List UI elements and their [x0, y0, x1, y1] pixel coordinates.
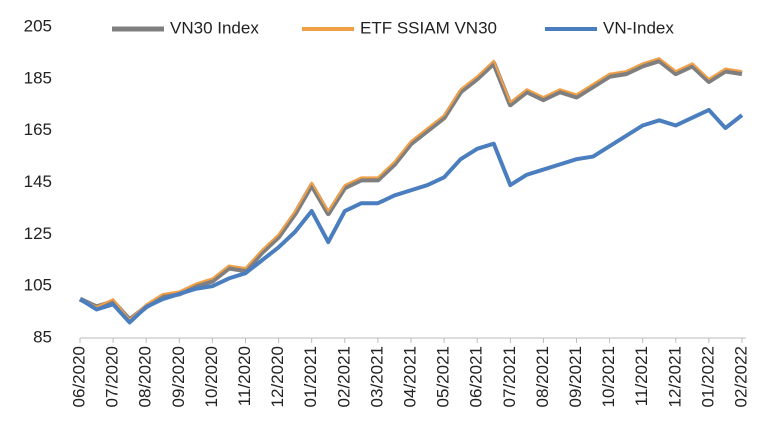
y-tick-label: 205 [24, 16, 52, 35]
x-tick-label: 06/2020 [69, 346, 88, 407]
y-tick-label: 105 [24, 276, 52, 295]
x-tick-label: 12/2021 [665, 346, 684, 407]
x-tick-label: 02/2021 [334, 346, 353, 407]
x-tick-label: 11/2020 [235, 346, 254, 406]
x-tick-label: 08/2021 [533, 346, 552, 407]
legend-label: VN-Index [603, 18, 674, 37]
x-tick-label: 03/2021 [367, 346, 386, 407]
series-line [78, 107, 744, 325]
x-tick-label: 09/2020 [169, 346, 188, 407]
x-tick-label: 05/2021 [434, 346, 453, 407]
x-tick-label: 01/2021 [301, 346, 320, 407]
legend-label: ETF SSIAM VN30 [360, 18, 497, 37]
y-tick-label: 125 [24, 224, 52, 243]
x-tick-label: 06/2021 [467, 346, 486, 407]
x-tick-label: 12/2020 [268, 346, 287, 407]
x-tick-label: 07/2020 [103, 346, 122, 407]
legend-label: VN30 Index [170, 18, 259, 37]
x-tick-label: 08/2020 [136, 346, 155, 407]
x-tick-label: 04/2021 [400, 346, 419, 407]
x-tick-label: 02/2022 [731, 346, 750, 407]
x-tick-label: 01/2022 [698, 346, 717, 407]
series-line [79, 57, 743, 321]
x-tick-label: 09/2021 [566, 346, 585, 407]
y-tick-label: 85 [33, 327, 52, 346]
x-tick-label: 07/2021 [500, 346, 519, 407]
y-tick-label: 165 [24, 120, 52, 139]
x-tick-label: 11/2021 [632, 346, 651, 406]
y-tick-label: 185 [24, 68, 52, 87]
x-tick-label: 10/2020 [202, 346, 221, 407]
x-tick-label: 10/2021 [599, 346, 618, 407]
y-tick-label: 145 [24, 172, 52, 191]
